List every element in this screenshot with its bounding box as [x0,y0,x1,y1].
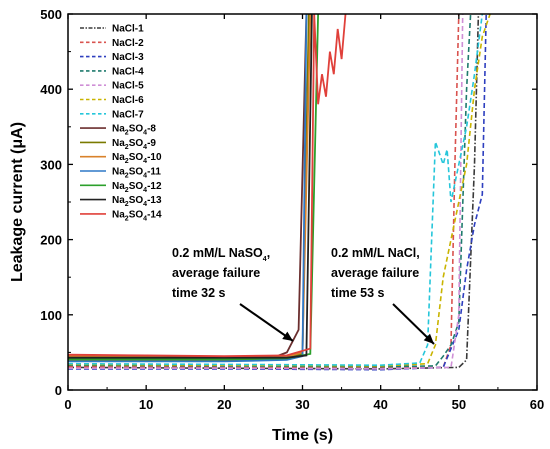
y-tick-label: 200 [40,233,62,248]
legend-text-part: SO [129,152,144,163]
axes-layer: 0 10 20 30 40 50 60 0 100 200 300 400 500 Time (s) Lea… [9,7,544,444]
series-layer [68,14,491,371]
legend-label-6: NaCl-6 [112,95,144,106]
legend-label-7: NaCl-7 [112,109,144,120]
y-tick-label: 100 [40,308,62,323]
y-tick-label: 400 [40,82,62,97]
x-axis-title: Time (s) [272,427,333,444]
legend-label-11: Na2SO4-11 [112,167,161,180]
legend-label-10: Na2SO4-10 [112,152,162,165]
subscript: 4 [263,256,267,263]
legend-text-part: SO [129,124,144,135]
y-tick-label: 0 [55,383,62,398]
legend-text-part: SO [129,138,144,149]
series-line-7 [68,14,484,367]
legend-text-part: SO [129,167,144,178]
series-line-14 [68,14,347,358]
x-tick-label: 40 [373,397,387,412]
series-line-11 [68,14,308,363]
legend-subscript: 2 [125,173,129,180]
series-line-12 [68,14,319,361]
legend-text-part: -10 [147,152,162,163]
arrow-sulfate-head [282,331,293,341]
x-tick-label: 30 [295,397,309,412]
annotation-nacl-line3: time 53 s [331,286,385,300]
legend-subscript: 2 [125,158,129,165]
series-line-5 [68,14,464,370]
arrow-chloride-head [423,333,434,344]
legend-subscript: 4 [143,144,147,151]
x-tick-label: 20 [217,397,231,412]
series-line-13 [68,14,313,359]
x-tick-label: 60 [530,397,544,412]
legend-subscript: 4 [143,187,147,194]
legend-subscript: 4 [143,173,147,180]
annotation-suffix: , [267,246,270,260]
annotation-nacl2so4-line2: average failure [172,266,260,280]
y-axis-title: Leakage current (μA) [9,122,26,282]
legend-subscript: 4 [143,201,147,208]
annotation-nacl-line2: average failure [331,266,419,280]
legend-label-14: Na2SO4-14 [112,209,162,222]
series-line-2 [68,14,460,370]
legend-label-3: NaCl-3 [112,52,144,63]
y-tick-label: 500 [40,7,62,22]
legend-label-5: NaCl-5 [112,81,144,92]
annotation-layer: 0.2 mM/L NaSO4, average failure time 32 s 0… [172,246,435,345]
legend-text-part: -12 [147,181,162,192]
legend: NaCl-1 NaCl-2 NaCl-3 NaCl-4 NaCl-5 NaCl-6 NaCl… [80,24,162,222]
legend-label-13: Na2SO4-13 [112,195,162,208]
legend-text-part: SO [129,209,144,220]
x-tick-label: 0 [64,397,71,412]
legend-subscript: 4 [143,215,147,222]
arrow-sulfate-shaft [239,303,294,342]
legend-label-8: Na2SO4-8 [112,124,156,137]
legend-text-part: -8 [147,124,156,135]
annotation-nacl2so4-line3: time 32 s [172,286,226,300]
y-tick-label: 300 [40,157,62,172]
x-tick-label: 10 [139,397,153,412]
legend-text-part: -14 [147,209,162,220]
series-line-8 [68,14,308,361]
legend-text-part: -9 [147,138,156,149]
legend-text-part: SO [129,181,144,192]
legend-label-4: NaCl-4 [112,66,144,77]
legend-subscript: 2 [125,130,129,137]
legend-subscript: 2 [125,201,129,208]
legend-label-12: Na2SO4-12 [112,181,162,194]
legend-text-part: -11 [147,167,161,178]
x-tick-label: 50 [452,397,466,412]
legend-label-2: NaCl-2 [112,38,144,49]
legend-subscript: 4 [143,130,147,137]
legend-subscript: 2 [125,215,129,222]
legend-text-part: SO [129,195,144,206]
annotation-nacl-line1: 0.2 mM/L NaCl, [331,246,420,260]
legend-text-part: -13 [147,195,162,206]
legend-label-1: NaCl-1 [112,24,144,35]
legend-subscript: 4 [143,158,147,165]
annotation-nacl2so4-line1: 0.2 mM/L NaSO4, [172,246,270,263]
series-line-6 [68,14,491,367]
legend-subscript: 2 [125,144,129,151]
series-line-9 [68,14,310,361]
legend-label-9: Na2SO4-9 [112,138,156,151]
legend-subscript: 2 [125,187,129,194]
